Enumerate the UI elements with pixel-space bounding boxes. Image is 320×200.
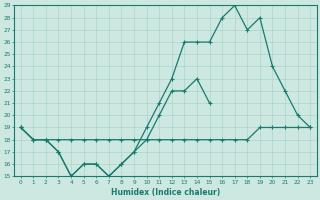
X-axis label: Humidex (Indice chaleur): Humidex (Indice chaleur) — [111, 188, 220, 197]
